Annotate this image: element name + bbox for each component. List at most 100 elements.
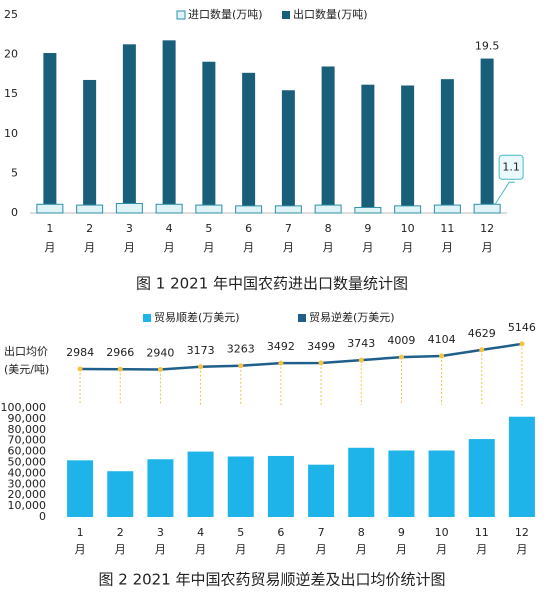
legend-swatch bbox=[282, 11, 290, 19]
bar bbox=[43, 53, 57, 214]
bar bbox=[388, 450, 415, 517]
bar bbox=[274, 205, 302, 214]
legend-swatch bbox=[176, 10, 186, 20]
y-tick-label: 20 bbox=[4, 48, 18, 61]
data-label: 3492 bbox=[267, 340, 295, 353]
legend-swatch bbox=[143, 314, 151, 322]
point bbox=[398, 354, 404, 360]
data-label: 4629 bbox=[468, 327, 496, 340]
bar bbox=[473, 203, 501, 214]
bar bbox=[321, 66, 335, 213]
x-tick-label: 10 月 bbox=[401, 222, 415, 254]
bar bbox=[354, 206, 382, 214]
x-tick-label: 10 月 bbox=[435, 526, 449, 556]
bar bbox=[480, 58, 494, 214]
point bbox=[278, 360, 284, 366]
y-tick-label: 40,000 bbox=[8, 466, 47, 479]
bar bbox=[83, 79, 97, 213]
y-tick-label: 80,000 bbox=[8, 423, 47, 436]
bar bbox=[428, 450, 455, 517]
bar bbox=[162, 40, 176, 214]
y-tick-label: 10 bbox=[4, 127, 18, 140]
y-tick-label: 20,000 bbox=[8, 488, 47, 501]
y-tick-label: 15 bbox=[4, 87, 18, 100]
y-tick-label: 5 bbox=[11, 166, 18, 179]
bar bbox=[235, 205, 263, 214]
data-label: 4009 bbox=[387, 334, 415, 347]
legend-label: 进口数量(万吨) bbox=[188, 8, 263, 21]
bar bbox=[36, 203, 64, 214]
bar bbox=[202, 61, 216, 214]
x-tick-label: 12 月 bbox=[480, 222, 494, 254]
legend-label: 贸易逆差(万美元) bbox=[309, 310, 395, 324]
y-tick-label: 25 bbox=[4, 8, 18, 21]
bar bbox=[147, 459, 174, 517]
y-tick-label: 70,000 bbox=[8, 434, 47, 447]
y-tick-label: 0 bbox=[39, 510, 46, 523]
legend-label: 出口数量(万吨) bbox=[293, 7, 368, 21]
y-tick-label: 100,000 bbox=[1, 401, 47, 414]
data-label: 1.1 bbox=[502, 160, 520, 173]
data-label: 2966 bbox=[106, 346, 134, 359]
point bbox=[157, 366, 163, 372]
bar bbox=[308, 464, 335, 517]
y-tick-label: 90,000 bbox=[8, 412, 47, 425]
bar bbox=[187, 451, 214, 517]
data-label: 3499 bbox=[307, 340, 335, 353]
data-label: 2984 bbox=[66, 346, 94, 359]
bar bbox=[281, 90, 295, 213]
line bbox=[80, 342, 523, 371]
y-tick-label: 0 bbox=[11, 206, 18, 219]
data-label: 3173 bbox=[187, 344, 215, 357]
chart-title: 图 2 2021 年中国农药贸易顺逆差及出口均价统计图 bbox=[98, 571, 445, 589]
legend-label: 贸易顺差(万美元) bbox=[154, 310, 240, 324]
y-tick-label: 10,000 bbox=[8, 499, 47, 512]
bar bbox=[468, 439, 495, 517]
bar bbox=[76, 204, 104, 214]
y-tick-label: 30,000 bbox=[8, 477, 47, 490]
bar bbox=[227, 456, 254, 517]
y-tick-label: 60,000 bbox=[8, 445, 47, 458]
bar bbox=[348, 447, 375, 517]
chart-title: 图 1 2021 年中国农药进出口数量统计图 bbox=[136, 275, 408, 293]
callout-pointer bbox=[494, 181, 516, 205]
bar bbox=[107, 471, 134, 517]
data-label: 19.5 bbox=[475, 40, 500, 53]
data-label: 3263 bbox=[227, 343, 255, 356]
bar bbox=[122, 44, 136, 213]
data-label: 3743 bbox=[347, 337, 375, 350]
data-label: 2940 bbox=[146, 346, 174, 359]
point bbox=[358, 357, 364, 363]
point bbox=[117, 366, 123, 372]
point bbox=[238, 363, 244, 369]
point bbox=[77, 366, 83, 372]
point bbox=[439, 353, 445, 359]
bar bbox=[361, 84, 375, 213]
bar bbox=[155, 203, 183, 214]
bar bbox=[242, 72, 256, 213]
legend-swatch bbox=[298, 314, 306, 322]
data-label: 5146 bbox=[508, 321, 536, 334]
bar bbox=[401, 85, 415, 213]
callout-box bbox=[498, 154, 524, 180]
bar bbox=[433, 204, 461, 214]
bar bbox=[314, 204, 342, 214]
bar bbox=[508, 416, 535, 517]
